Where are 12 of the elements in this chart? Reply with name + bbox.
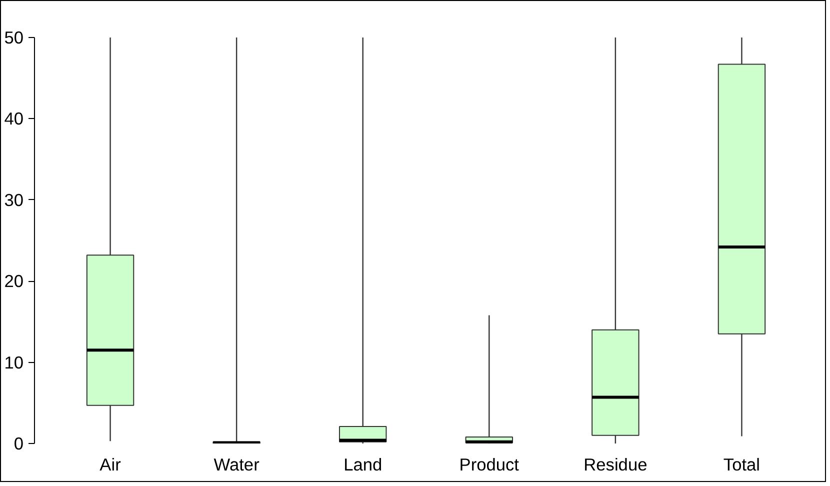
x-tick-label: Land [344, 454, 382, 474]
y-tick-label: 10 [4, 352, 24, 372]
y-tick-label: 0 [14, 434, 24, 454]
x-tick-label: Total [723, 454, 760, 474]
y-tick-label: 50 [4, 28, 24, 48]
y-tick-label: 30 [4, 190, 24, 210]
x-tick-label: Product [459, 454, 520, 474]
x-tick-label: Air [100, 454, 122, 474]
y-tick-label: 40 [4, 108, 24, 129]
x-tick-label: Water [214, 454, 260, 474]
y-tick-label: 20 [4, 271, 24, 292]
x-tick-label: Residue [584, 454, 648, 474]
